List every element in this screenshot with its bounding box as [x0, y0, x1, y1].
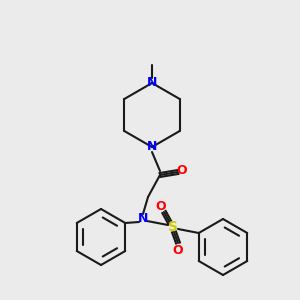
- Text: N: N: [147, 76, 157, 89]
- Text: O: O: [156, 200, 166, 212]
- Text: N: N: [147, 140, 157, 154]
- Text: O: O: [177, 164, 187, 176]
- Text: S: S: [168, 220, 178, 234]
- Text: N: N: [138, 212, 148, 226]
- Text: O: O: [173, 244, 183, 256]
